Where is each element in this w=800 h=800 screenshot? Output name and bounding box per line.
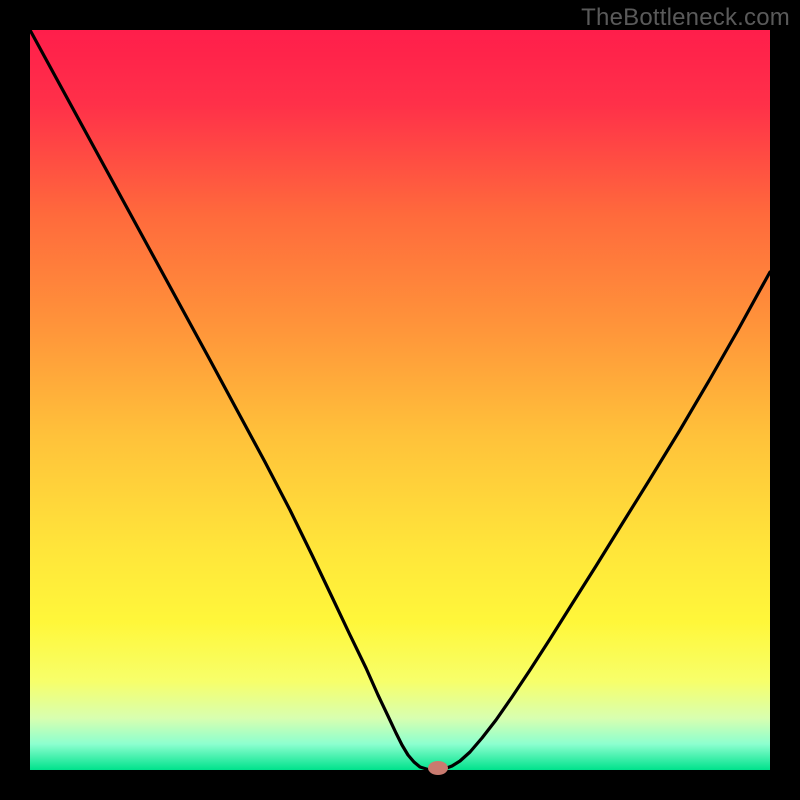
watermark-text: TheBottleneck.com <box>581 4 790 32</box>
chart-svg <box>0 0 800 800</box>
optimal-point-marker <box>428 761 448 775</box>
plot-background <box>30 30 770 770</box>
bottleneck-chart: TheBottleneck.com <box>0 0 800 800</box>
